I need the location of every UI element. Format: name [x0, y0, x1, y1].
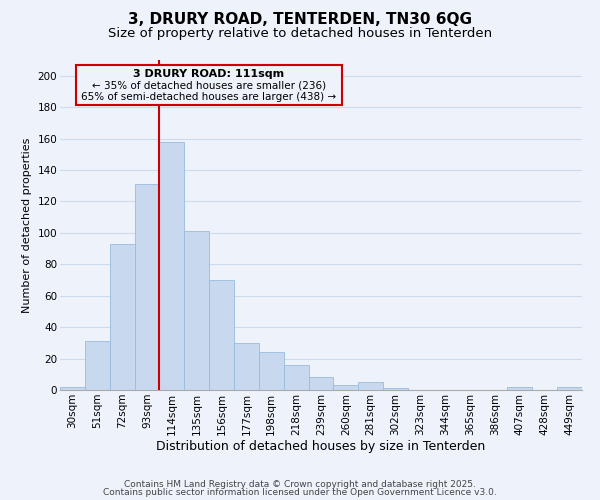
- Bar: [308, 378, 334, 390]
- Text: ← 35% of detached houses are smaller (236): ← 35% of detached houses are smaller (23…: [92, 80, 326, 90]
- Bar: [259, 352, 284, 390]
- Bar: [110, 244, 134, 390]
- Text: 65% of semi-detached houses are larger (438) →: 65% of semi-detached houses are larger (…: [81, 92, 337, 102]
- Text: 3, DRURY ROAD, TENTERDEN, TN30 6QG: 3, DRURY ROAD, TENTERDEN, TN30 6QG: [128, 12, 472, 28]
- Bar: [60, 387, 85, 390]
- Text: Size of property relative to detached houses in Tenterden: Size of property relative to detached ho…: [108, 28, 492, 40]
- Bar: [234, 343, 259, 390]
- Text: Contains public sector information licensed under the Open Government Licence v3: Contains public sector information licen…: [103, 488, 497, 497]
- Bar: [383, 388, 408, 390]
- Bar: [85, 342, 110, 390]
- Text: 3 DRURY ROAD: 111sqm: 3 DRURY ROAD: 111sqm: [133, 68, 284, 78]
- Bar: [284, 365, 308, 390]
- FancyBboxPatch shape: [76, 65, 342, 104]
- Bar: [160, 142, 184, 390]
- Bar: [184, 232, 209, 390]
- Bar: [134, 184, 160, 390]
- Bar: [334, 386, 358, 390]
- Bar: [358, 382, 383, 390]
- Bar: [557, 387, 582, 390]
- Bar: [209, 280, 234, 390]
- Bar: [508, 387, 532, 390]
- X-axis label: Distribution of detached houses by size in Tenterden: Distribution of detached houses by size …: [157, 440, 485, 454]
- Y-axis label: Number of detached properties: Number of detached properties: [22, 138, 32, 312]
- Text: Contains HM Land Registry data © Crown copyright and database right 2025.: Contains HM Land Registry data © Crown c…: [124, 480, 476, 489]
